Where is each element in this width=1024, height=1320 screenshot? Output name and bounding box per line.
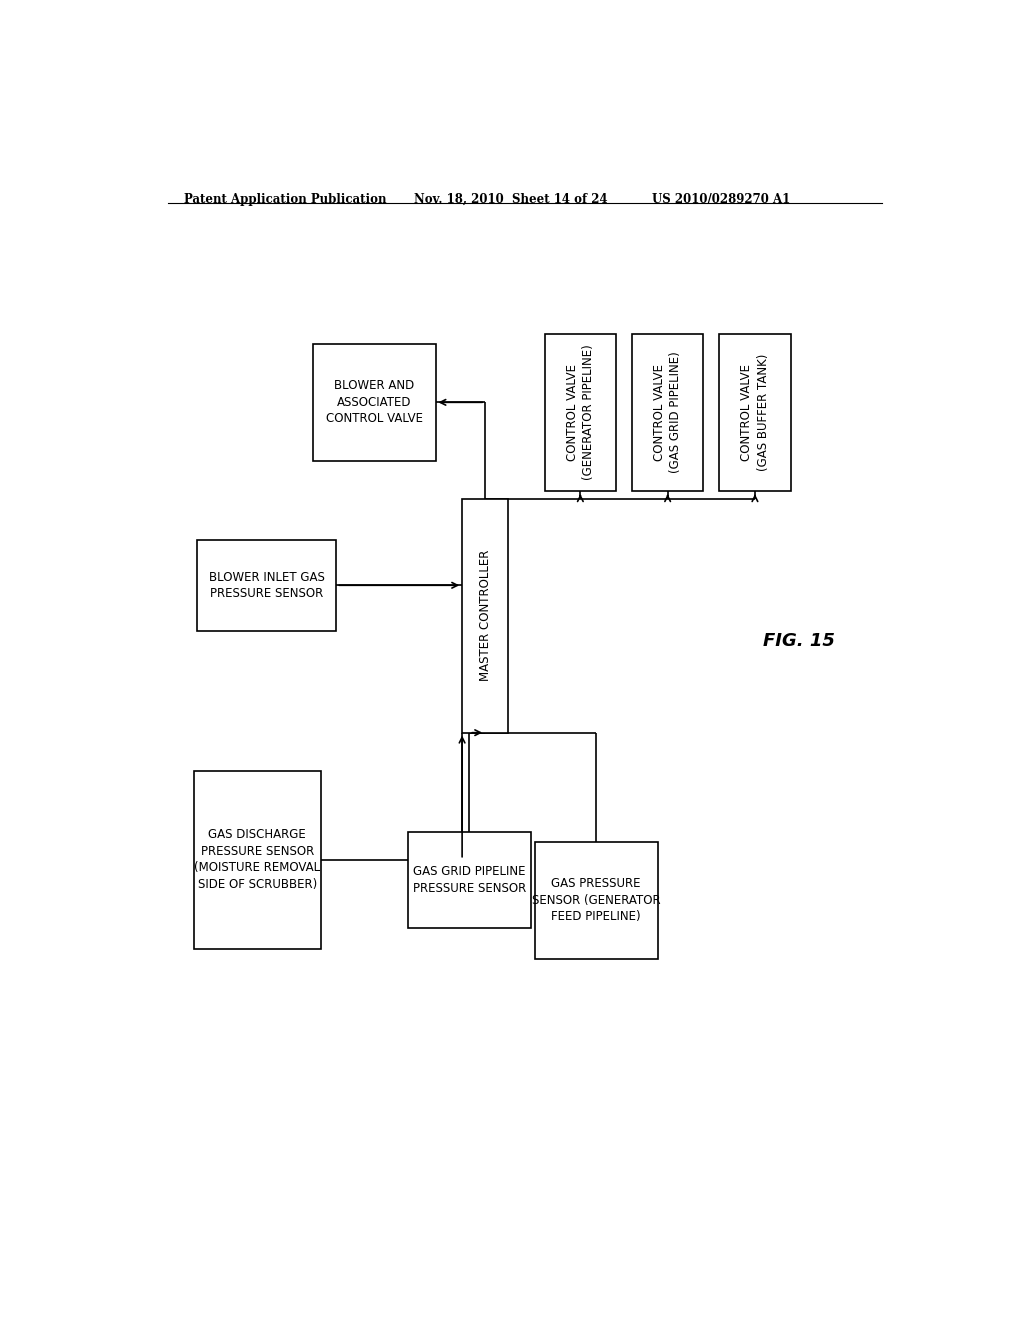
Text: GAS DISCHARGE
PRESSURE SENSOR
(MOISTURE REMOVAL
SIDE OF SCRUBBER): GAS DISCHARGE PRESSURE SENSOR (MOISTURE … [195, 829, 321, 891]
Bar [462, 499, 508, 733]
Text: US 2010/0289270 A1: US 2010/0289270 A1 [652, 193, 791, 206]
Bar [545, 334, 616, 491]
Text: CONTROL VALVE
(GAS GRID PIPELINE): CONTROL VALVE (GAS GRID PIPELINE) [653, 351, 682, 474]
Text: GAS PRESSURE
SENSOR (GENERATOR
FEED PIPELINE): GAS PRESSURE SENSOR (GENERATOR FEED PIPE… [531, 878, 660, 924]
Bar [719, 334, 791, 491]
Text: Nov. 18, 2010  Sheet 14 of 24: Nov. 18, 2010 Sheet 14 of 24 [414, 193, 607, 206]
Text: CONTROL VALVE
(GAS BUFFER TANK): CONTROL VALVE (GAS BUFFER TANK) [740, 354, 770, 471]
Text: FIG. 15: FIG. 15 [763, 632, 835, 651]
Text: Patent Application Publication: Patent Application Publication [183, 193, 386, 206]
Bar [535, 842, 657, 958]
Bar [198, 540, 336, 631]
Text: CONTROL VALVE
(GENERATOR PIPELINE): CONTROL VALVE (GENERATOR PIPELINE) [565, 345, 595, 480]
Bar [408, 832, 530, 928]
Bar [632, 334, 703, 491]
Text: MASTER CONTROLLER: MASTER CONTROLLER [478, 550, 492, 681]
Text: GAS GRID PIPELINE
PRESSURE SENSOR: GAS GRID PIPELINE PRESSURE SENSOR [413, 866, 526, 895]
Text: BLOWER AND
ASSOCIATED
CONTROL VALVE: BLOWER AND ASSOCIATED CONTROL VALVE [326, 379, 423, 425]
Text: BLOWER INLET GAS
PRESSURE SENSOR: BLOWER INLET GAS PRESSURE SENSOR [209, 570, 325, 601]
Bar [194, 771, 321, 949]
Bar [312, 345, 435, 461]
